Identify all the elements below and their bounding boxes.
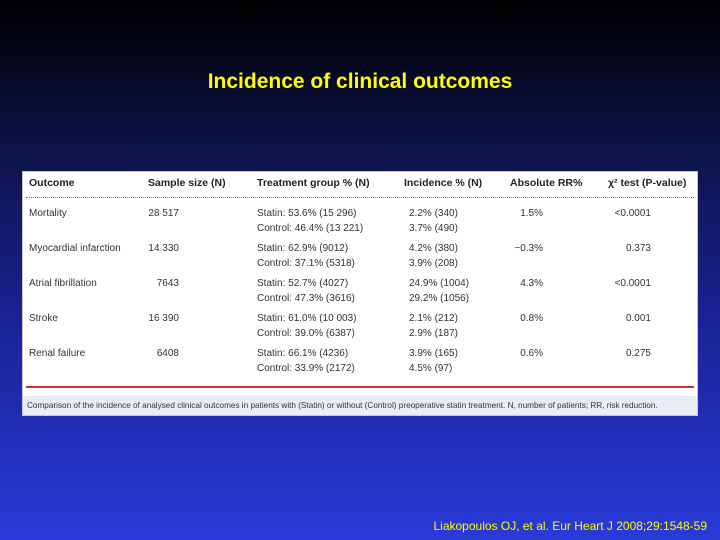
table-caption: Comparison of the incidence of analysed …: [27, 401, 658, 410]
cell-sample-size: 16 390: [148, 313, 179, 324]
cell-absolute-rr: 0.6%: [520, 348, 543, 359]
caption-background: [23, 396, 697, 415]
header-outcome: Outcome: [29, 177, 75, 189]
cell-sample-size: 28 517: [148, 208, 179, 219]
cell-sample-size: 7643: [156, 278, 179, 289]
cell-p-value: <0.0001: [614, 278, 651, 289]
cell-sample-size: 6408: [156, 348, 179, 359]
cell-incidence-statin: 2.2% (340): [409, 208, 458, 219]
cell-treatment-control: Control: 47.3% (3616): [257, 293, 355, 304]
cell-incidence-statin: 2.1% (212): [409, 313, 458, 324]
cell-outcome: Atrial fibrillation: [29, 278, 97, 289]
outcomes-table: Outcome Sample size (N) Treatment group …: [22, 171, 698, 416]
slide-title: Incidence of clinical outcomes: [207, 70, 513, 93]
cell-incidence-control: 4.5% (97): [409, 363, 453, 374]
cell-incidence-statin: 3.9% (165): [409, 348, 458, 359]
cell-incidence-statin: 24.9% (1004): [409, 278, 470, 289]
citation: Liakopoulos OJ, et al. Eur Heart J 2008;…: [433, 519, 707, 533]
header-divider: [26, 197, 694, 198]
header-treatment-group: Treatment group % (N): [257, 177, 370, 189]
cell-outcome: Myocardial infarction: [29, 243, 121, 254]
cell-outcome: Renal failure: [29, 348, 86, 359]
cell-sample-size: 14 330: [148, 243, 179, 254]
header-incidence: Incidence % (N): [404, 177, 483, 189]
cell-incidence-statin: 4.2% (380): [409, 243, 458, 254]
cell-absolute-rr: −0.3%: [514, 243, 543, 254]
cell-incidence-control: 3.9% (208): [409, 258, 458, 269]
cell-absolute-rr: 1.5%: [520, 208, 543, 219]
cell-p-value: 0.001: [625, 313, 651, 324]
cell-treatment-statin: Statin: 66.1% (4236): [257, 348, 349, 359]
cell-incidence-control: 3.7% (490): [409, 223, 458, 234]
header-chi2-test: χ² test (P-value): [608, 177, 687, 189]
cell-p-value: <0.0001: [614, 208, 651, 219]
header-sample-size: Sample size (N): [148, 177, 226, 189]
table-bottom-rule: [26, 386, 694, 388]
cell-outcome: Stroke: [29, 313, 58, 324]
cell-p-value: 0.275: [625, 348, 651, 359]
cell-incidence-control: 2.9% (187): [409, 328, 458, 339]
cell-treatment-statin: Statin: 61.0% (10 003): [257, 313, 357, 324]
cell-treatment-statin: Statin: 52.7% (4027): [257, 278, 349, 289]
cell-treatment-control: Control: 46.4% (13 221): [257, 223, 364, 234]
cell-treatment-control: Control: 33.9% (2172): [257, 363, 355, 374]
cell-treatment-control: Control: 37.1% (5318): [257, 258, 355, 269]
cell-treatment-control: Control: 39.0% (6387): [257, 328, 355, 339]
cell-treatment-statin: Statin: 62.9% (9012): [257, 243, 349, 254]
cell-treatment-statin: Statin: 53.6% (15 296): [257, 208, 357, 219]
cell-incidence-control: 29.2% (1056): [409, 293, 470, 304]
header-absolute-rr: Absolute RR%: [510, 177, 583, 189]
cell-outcome: Mortality: [29, 208, 67, 219]
cell-absolute-rr: 0.8%: [520, 313, 543, 324]
cell-absolute-rr: 4.3%: [520, 278, 543, 289]
cell-p-value: 0.373: [625, 243, 651, 254]
